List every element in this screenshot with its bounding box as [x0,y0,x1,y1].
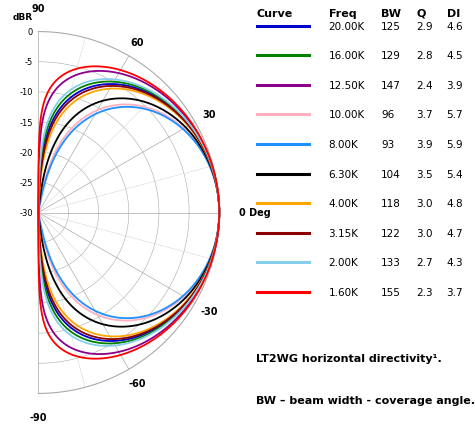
Text: 90: 90 [32,4,45,14]
Text: dBR: dBR [13,13,33,22]
Text: 4.7: 4.7 [446,228,463,238]
Text: 96: 96 [381,110,394,120]
Text: BW: BW [381,9,401,18]
Text: 129: 129 [381,51,401,61]
Text: 3.9: 3.9 [446,81,463,91]
Text: LT2WG horizontal directivity¹.: LT2WG horizontal directivity¹. [256,353,442,363]
Text: 118: 118 [381,199,401,209]
Text: 125: 125 [381,22,401,32]
Text: 4.00K: 4.00K [329,199,358,209]
Text: 5.7: 5.7 [446,110,463,120]
Text: 30: 30 [202,109,216,120]
Text: 4.6: 4.6 [446,22,463,32]
Text: 2.3: 2.3 [416,287,433,297]
Text: 4.3: 4.3 [446,257,463,268]
Text: 4.8: 4.8 [446,199,463,209]
Text: 2.4: 2.4 [416,81,433,91]
Text: 8.00K: 8.00K [329,140,358,150]
Text: 2.9: 2.9 [416,22,433,32]
Text: -10: -10 [19,88,33,97]
Text: 3.7: 3.7 [416,110,433,120]
Text: 3.7: 3.7 [446,287,463,297]
Text: 0 Deg: 0 Deg [239,208,271,218]
Text: 122: 122 [381,228,401,238]
Text: 104: 104 [381,169,401,179]
Text: Curve: Curve [256,9,293,18]
Text: DI: DI [446,9,460,18]
Text: 2.7: 2.7 [416,257,433,268]
Text: -90: -90 [29,412,47,422]
Text: -15: -15 [19,118,33,127]
Text: 10.00K: 10.00K [329,110,365,120]
Text: 133: 133 [381,257,401,268]
Text: 155: 155 [381,287,401,297]
Text: 6.30K: 6.30K [329,169,359,179]
Text: -25: -25 [19,178,33,187]
Text: 2.8: 2.8 [416,51,433,61]
Text: 3.0: 3.0 [416,199,433,209]
Text: -60: -60 [128,378,146,389]
Text: 4.5: 4.5 [446,51,463,61]
Text: 5.4: 5.4 [446,169,463,179]
Text: 147: 147 [381,81,401,91]
Text: -5: -5 [25,58,33,67]
Text: Freq: Freq [329,9,356,18]
Text: 16.00K: 16.00K [329,51,365,61]
Text: Q: Q [416,9,426,18]
Text: 3.5: 3.5 [416,169,433,179]
Text: -30: -30 [200,306,218,317]
Text: 2.00K: 2.00K [329,257,358,268]
Text: 20.00K: 20.00K [329,22,365,32]
Text: 3.15K: 3.15K [329,228,359,238]
Text: 60: 60 [130,37,144,48]
Text: 12.50K: 12.50K [329,81,365,91]
Text: 0: 0 [28,28,33,37]
Text: 3.0: 3.0 [416,228,433,238]
Text: 1.60K: 1.60K [329,287,359,297]
Text: BW – beam width - coverage angle.: BW – beam width - coverage angle. [256,395,475,406]
Text: -30: -30 [19,208,33,218]
Text: 5.9: 5.9 [446,140,463,150]
Text: -20: -20 [19,148,33,157]
Text: 93: 93 [381,140,394,150]
Text: 3.9: 3.9 [416,140,433,150]
